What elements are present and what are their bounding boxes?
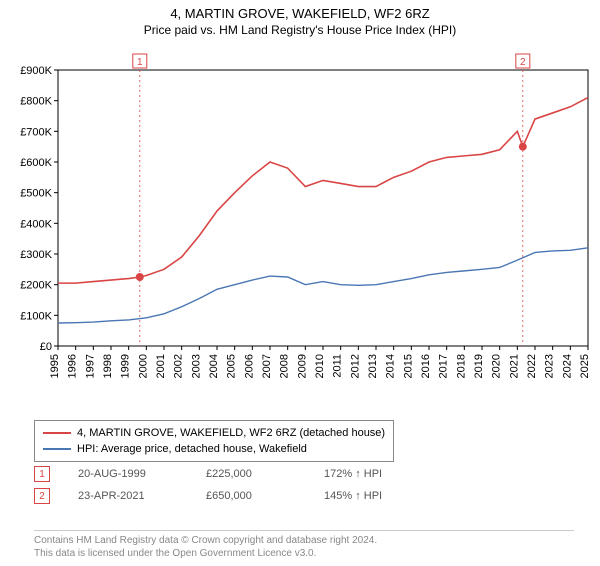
legend-swatch — [43, 432, 71, 434]
svg-text:2000: 2000 — [137, 354, 149, 378]
svg-text:2025: 2025 — [579, 354, 591, 378]
transaction-price: £225,000 — [206, 468, 296, 480]
svg-text:2019: 2019 — [473, 354, 485, 378]
svg-text:2004: 2004 — [208, 354, 220, 378]
svg-text:2002: 2002 — [173, 354, 185, 378]
transaction-date: 20-AUG-1999 — [78, 468, 178, 480]
svg-text:2022: 2022 — [526, 354, 538, 378]
svg-text:1: 1 — [137, 57, 143, 68]
svg-text:1995: 1995 — [49, 354, 61, 378]
svg-text:2012: 2012 — [349, 354, 361, 378]
attribution-line2: This data is licensed under the Open Gov… — [34, 547, 574, 560]
transaction-badge: 1 — [34, 466, 50, 482]
legend: 4, MARTIN GROVE, WAKEFIELD, WF2 6RZ (det… — [34, 420, 394, 462]
svg-text:£600K: £600K — [20, 157, 52, 169]
attribution-line1: Contains HM Land Registry data © Crown c… — [34, 534, 574, 547]
transaction-delta: 172% ↑ HPI — [324, 468, 382, 480]
svg-text:2016: 2016 — [420, 354, 432, 378]
svg-text:2024: 2024 — [561, 354, 573, 378]
svg-text:£200K: £200K — [20, 280, 52, 292]
svg-text:£800K: £800K — [20, 96, 52, 108]
legend-label: 4, MARTIN GROVE, WAKEFIELD, WF2 6RZ (det… — [77, 425, 385, 441]
svg-text:2005: 2005 — [226, 354, 238, 378]
transaction-list: 1 20-AUG-1999 £225,000 172% ↑ HPI 2 23-APR-20… — [34, 466, 382, 510]
svg-text:2010: 2010 — [314, 354, 326, 378]
svg-text:2020: 2020 — [491, 354, 503, 378]
transaction-price: £650,000 — [206, 490, 296, 502]
svg-text:2: 2 — [520, 57, 526, 68]
svg-text:£0: £0 — [40, 341, 52, 353]
svg-text:2017: 2017 — [438, 354, 450, 378]
svg-text:2006: 2006 — [243, 354, 255, 378]
svg-text:1997: 1997 — [84, 354, 96, 378]
svg-text:2001: 2001 — [155, 354, 167, 378]
svg-text:2009: 2009 — [296, 354, 308, 378]
svg-text:£700K: £700K — [20, 126, 52, 138]
svg-text:2021: 2021 — [508, 354, 520, 378]
svg-text:£500K: £500K — [20, 188, 52, 200]
chart-title: 4, MARTIN GROVE, WAKEFIELD, WF2 6RZ — [0, 6, 600, 21]
chart-subtitle: Price paid vs. HM Land Registry's House … — [0, 23, 600, 37]
legend-label: HPI: Average price, detached house, Wake… — [77, 441, 307, 457]
svg-text:1998: 1998 — [102, 354, 114, 378]
root: 4, MARTIN GROVE, WAKEFIELD, WF2 6RZ Pric… — [0, 6, 600, 566]
transaction-row: 2 23-APR-2021 £650,000 145% ↑ HPI — [34, 488, 382, 504]
legend-swatch — [43, 448, 71, 450]
svg-text:2011: 2011 — [332, 354, 344, 378]
svg-text:2015: 2015 — [402, 354, 414, 378]
legend-item: 4, MARTIN GROVE, WAKEFIELD, WF2 6RZ (det… — [43, 425, 385, 441]
transaction-delta: 145% ↑ HPI — [324, 490, 382, 502]
svg-text:£900K: £900K — [20, 65, 52, 77]
svg-text:1999: 1999 — [120, 354, 132, 378]
line-chart: £0 £100K £200K £300K £400K £500K £600K £700K £80… — [8, 50, 592, 410]
svg-text:2008: 2008 — [279, 354, 291, 378]
svg-text:£400K: £400K — [20, 218, 52, 230]
transaction-row: 1 20-AUG-1999 £225,000 172% ↑ HPI — [34, 466, 382, 482]
svg-text:2018: 2018 — [455, 354, 467, 378]
svg-text:2014: 2014 — [385, 354, 397, 378]
legend-item: HPI: Average price, detached house, Wake… — [43, 441, 385, 457]
svg-text:2013: 2013 — [367, 354, 379, 378]
transaction-badge: 2 — [34, 488, 50, 504]
svg-text:£100K: £100K — [20, 310, 52, 322]
svg-text:2003: 2003 — [190, 354, 202, 378]
svg-text:2007: 2007 — [261, 354, 273, 378]
chart-area: £0 £100K £200K £300K £400K £500K £600K £700K £80… — [8, 50, 592, 410]
transaction-date: 23-APR-2021 — [78, 490, 178, 502]
svg-text:2023: 2023 — [544, 354, 556, 378]
attribution: Contains HM Land Registry data © Crown c… — [34, 530, 574, 560]
svg-text:£300K: £300K — [20, 249, 52, 261]
svg-text:1996: 1996 — [67, 354, 79, 378]
